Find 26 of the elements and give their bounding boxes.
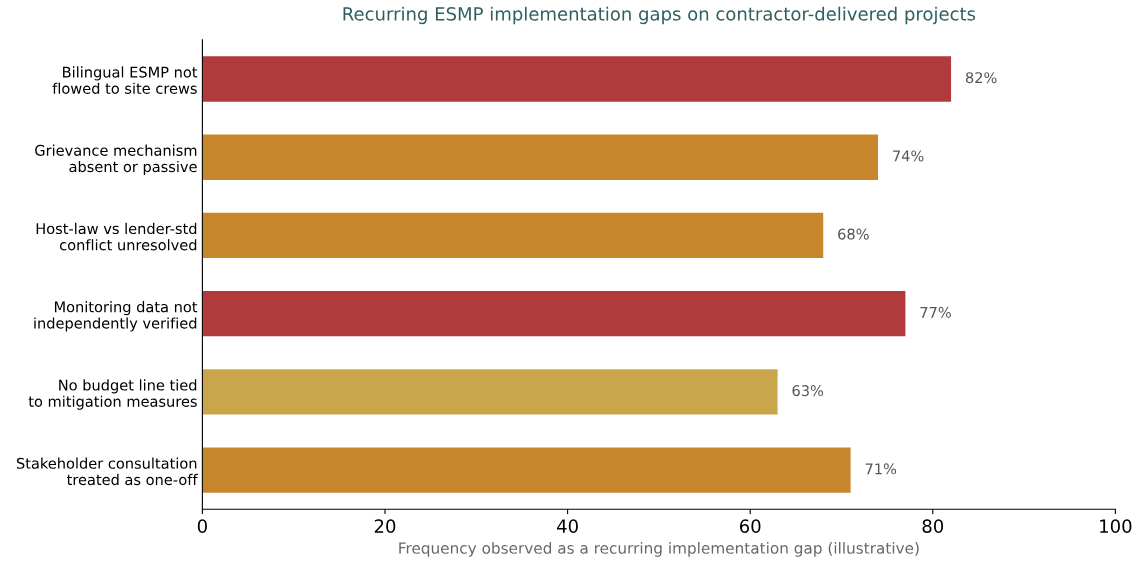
data-label: 82% xyxy=(965,72,997,84)
x-axis-title: Frequency observed as a recurring implementation gap (illustrative) xyxy=(399,542,919,557)
bar xyxy=(202,134,879,180)
data-label: 74% xyxy=(893,150,924,162)
y-tick-label: Host-law vs lender-std conflict unresolved xyxy=(36,222,197,251)
y-tick-label: Bilingual ESMP not flowed to site crews xyxy=(52,66,198,94)
data-label: 71% xyxy=(865,463,897,475)
x-tick-label: 20 xyxy=(374,519,396,533)
chart-title: Recurring ESMP implementation gaps on contractor-delivered projects xyxy=(343,6,976,25)
x-tick-label: 0 xyxy=(197,519,207,533)
data-label: 77% xyxy=(920,306,951,318)
x-tick-label: 80 xyxy=(922,519,944,533)
x-tick-label: 100 xyxy=(1100,519,1132,533)
bar xyxy=(202,369,778,415)
y-tick-label: Monitoring data not independently verified xyxy=(34,301,198,332)
bar xyxy=(202,56,952,102)
y-tick-label: Grievance mechanism absent or passive xyxy=(35,144,197,176)
x-tick-label: 40 xyxy=(556,519,578,533)
data-label: 63% xyxy=(792,385,824,397)
bar xyxy=(202,212,824,259)
bar xyxy=(202,290,906,337)
bar xyxy=(202,447,851,493)
y-tick-label: Stakeholder consultation treated as one-off xyxy=(16,457,198,486)
y-tick-label: No budget line tied to mitigation measures xyxy=(28,379,197,410)
data-label: 68% xyxy=(838,228,869,240)
x-tick-label: 60 xyxy=(739,519,761,533)
